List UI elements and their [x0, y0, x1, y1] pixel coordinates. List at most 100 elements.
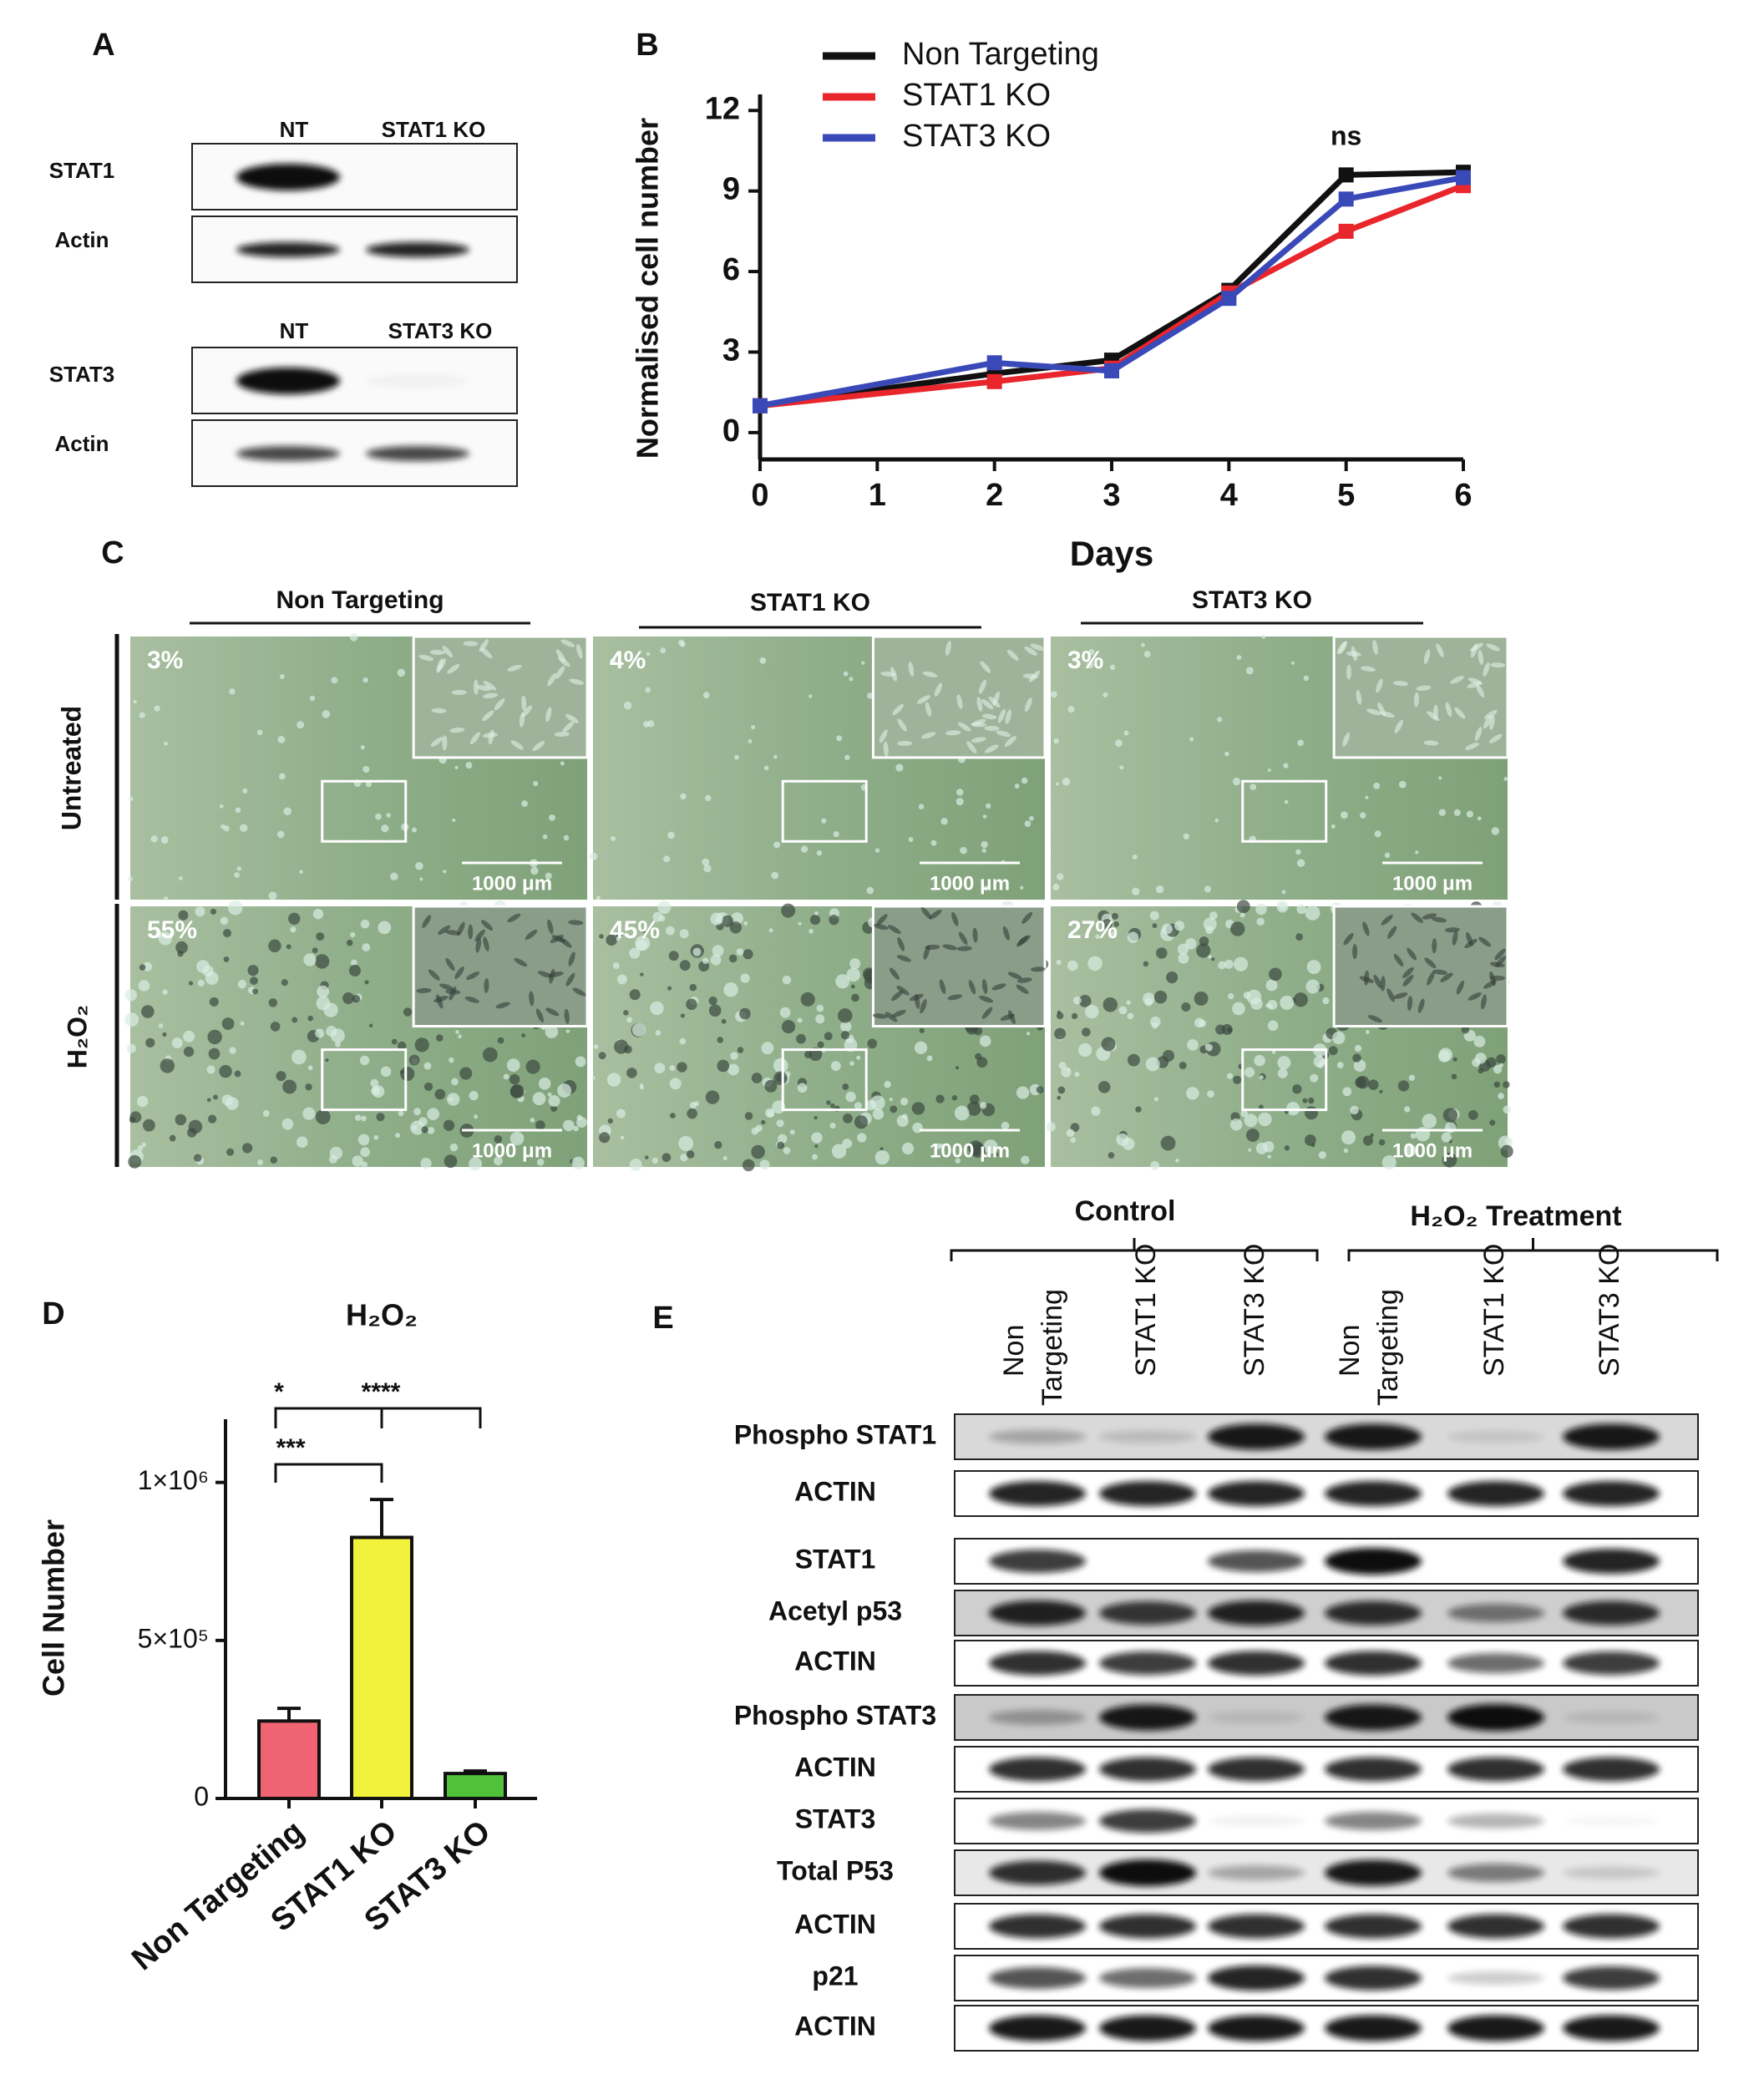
- row-label: ACTIN: [794, 1476, 876, 1506]
- cell: [1143, 961, 1149, 967]
- cell: [599, 934, 604, 939]
- cell: [1051, 691, 1057, 698]
- cell: [874, 1149, 890, 1165]
- cell: [307, 1015, 313, 1022]
- cell: [1108, 1152, 1115, 1159]
- y-tick-label: 1×10⁶: [138, 1465, 209, 1495]
- band: [1325, 1812, 1422, 1830]
- cell: [1362, 1135, 1374, 1146]
- cell: [557, 1083, 572, 1098]
- cell: [599, 1132, 611, 1144]
- inset-cell: [482, 710, 494, 722]
- cell: [1322, 997, 1330, 1005]
- cell: [1473, 1035, 1486, 1048]
- inset-cell: [1402, 975, 1414, 987]
- cell: [469, 1157, 483, 1171]
- cell: [1067, 960, 1078, 971]
- cell: [391, 1038, 398, 1045]
- cell: [288, 912, 301, 925]
- inset-cell: [519, 712, 525, 728]
- band: [1208, 1712, 1305, 1723]
- band: [1325, 1548, 1422, 1575]
- band: [1325, 1859, 1422, 1886]
- cell: [611, 836, 616, 841]
- inset-cell: [981, 713, 997, 720]
- cell: [1214, 818, 1219, 823]
- y-axis-label: Cell Number: [37, 1519, 71, 1697]
- cell: [1085, 1004, 1099, 1019]
- cell: [1438, 776, 1442, 780]
- cell: [314, 954, 330, 969]
- inset-cell: [1024, 697, 1032, 713]
- cell: [1215, 1024, 1226, 1035]
- cell: [1029, 815, 1034, 821]
- inset-cell: [548, 971, 564, 977]
- row-label: Acetyl p53: [768, 1595, 902, 1626]
- cell: [434, 1088, 446, 1100]
- cell: [712, 945, 724, 957]
- inset-cell: [897, 936, 905, 951]
- row-label: Actin: [55, 227, 109, 252]
- inset-cell: [896, 986, 910, 996]
- cell: [702, 858, 710, 866]
- cell: [1150, 1016, 1161, 1027]
- cell: [220, 916, 229, 926]
- cell: [680, 1153, 688, 1162]
- cell: [1466, 810, 1474, 818]
- cell: [279, 773, 286, 780]
- y-tick-label: 0: [722, 413, 740, 449]
- cell: [1102, 692, 1108, 697]
- scale-bar-label: 1000 μm: [472, 872, 552, 895]
- inset-cell: [1004, 736, 1016, 747]
- inset-cell: [1359, 976, 1374, 983]
- cell: [797, 1017, 803, 1023]
- cell: [890, 1105, 898, 1113]
- inset-cell: [1427, 971, 1435, 986]
- cell: [645, 687, 651, 693]
- cell: [660, 647, 667, 654]
- cell: [840, 1031, 850, 1040]
- cell: [1057, 873, 1064, 880]
- inset-cell: [1495, 956, 1507, 967]
- cell: [1255, 1142, 1268, 1154]
- cell: [826, 1100, 831, 1105]
- band: [1208, 1966, 1305, 1991]
- cell: [981, 840, 988, 849]
- row-label: p21: [812, 1961, 858, 1991]
- cell: [729, 921, 743, 934]
- cell: [240, 824, 248, 832]
- lane-label: NT: [280, 117, 309, 142]
- cell: [1368, 1079, 1379, 1090]
- cell: [1305, 905, 1320, 921]
- inset-cell: [1362, 921, 1370, 936]
- band: [1447, 1813, 1544, 1829]
- band: [989, 1860, 1086, 1885]
- cell: [844, 754, 850, 760]
- point: [1221, 291, 1237, 307]
- inset-cell: [929, 909, 942, 920]
- cell: [423, 1062, 432, 1070]
- cell: [410, 1120, 425, 1135]
- percent-label: 27%: [1067, 916, 1118, 944]
- inset-cell: [1381, 915, 1393, 926]
- cell: [494, 1156, 503, 1166]
- cell: [317, 985, 330, 998]
- inset-cell: [996, 730, 1011, 738]
- region-box: [1241, 779, 1328, 843]
- cell: [1340, 811, 1348, 819]
- cell: [223, 956, 230, 962]
- cell: [1056, 959, 1062, 966]
- cell: [1379, 1089, 1383, 1093]
- band: [989, 1710, 1086, 1725]
- cell: [549, 814, 555, 821]
- band: [1563, 1712, 1660, 1723]
- cell: [1398, 780, 1407, 789]
- cell: [614, 1039, 629, 1054]
- band: [1447, 1653, 1544, 1673]
- cell: [178, 910, 189, 921]
- inset-cell: [947, 994, 963, 1001]
- cell: [297, 721, 305, 729]
- cell: [536, 1158, 545, 1166]
- cell: [452, 818, 456, 823]
- cell: [309, 695, 316, 702]
